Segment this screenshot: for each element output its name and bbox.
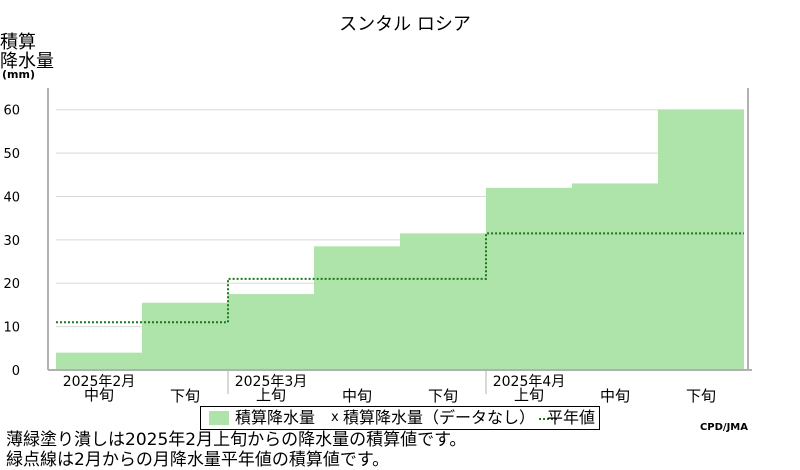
y-axis-label-line-2: 降水量 [0, 51, 54, 72]
y-tick-label-4: 40 [3, 190, 20, 205]
bar-7 [658, 109, 744, 370]
x-tick-label-3: 中旬 [342, 387, 372, 405]
x-tick-label-5: 上旬 [514, 386, 544, 404]
legend-item-normal: 平年値 [547, 408, 596, 427]
month-label-2: 2025年4月 [493, 374, 566, 390]
x-axis-labels: 中旬 下旬 上旬 中旬 下旬 上旬 中旬 下旬 2025年2月 2025年3月 2025年4月 [63, 370, 716, 405]
y-tick-label-0: 0 [12, 364, 20, 379]
x-tick-label-2: 上旬 [256, 386, 286, 404]
y-tick-label-3: 30 [3, 234, 20, 249]
bar-4 [400, 233, 486, 370]
legend-swatch-accumulated [209, 411, 229, 425]
bar-2 [228, 294, 314, 370]
bar-0 [56, 352, 142, 370]
legend-line-normal [539, 418, 557, 420]
y-axis-label-line-1: 積算 [0, 32, 36, 53]
y-tick-label-6: 60 [3, 104, 20, 119]
month-label-1: 2025年3月 [235, 374, 308, 390]
bar-5 [486, 187, 572, 370]
bar-3 [314, 246, 400, 370]
credit-label: CPD/JMA [699, 422, 748, 433]
x-tick-label-1: 下旬 [170, 387, 200, 405]
plot-frame [47, 88, 752, 371]
footnote-fill: 薄緑塗り潰しは2025年2月上旬からの降水量の積算値です。 [6, 430, 467, 450]
chart-title: スンタル ロシア [339, 14, 471, 35]
y-tick-label-1: 10 [3, 321, 20, 336]
normal-value-dotted-line [56, 232, 744, 324]
x-tick-label-6: 中旬 [600, 387, 630, 405]
y-tick-label-2: 20 [3, 277, 20, 292]
bar-1 [142, 302, 228, 370]
accumulated-precipitation-bars [56, 109, 744, 370]
y-axis-ticks: 0 10 20 30 40 50 60 [3, 104, 20, 379]
legend-marker-no-data: x [331, 410, 339, 425]
month-label-0: 2025年2月 [63, 374, 136, 390]
legend-item-no-data: 積算降水量（データなし） [343, 408, 536, 427]
y-tick-label-5: 50 [3, 147, 20, 162]
bar-6 [572, 183, 658, 370]
x-tick-label-7: 下旬 [686, 387, 716, 405]
x-tick-label-4: 下旬 [428, 387, 458, 405]
legend-item-accumulated: 積算降水量 [235, 408, 316, 427]
footnote-dotted: 緑点線は2月からの月降水量平年値の積算値です。 [6, 450, 390, 470]
legend: 積算降水量 x 積算降水量（データなし） 平年値 [200, 406, 600, 430]
y-axis-label-unit: (mm) [2, 68, 35, 81]
x-tick-label-0: 中旬 [84, 386, 114, 404]
